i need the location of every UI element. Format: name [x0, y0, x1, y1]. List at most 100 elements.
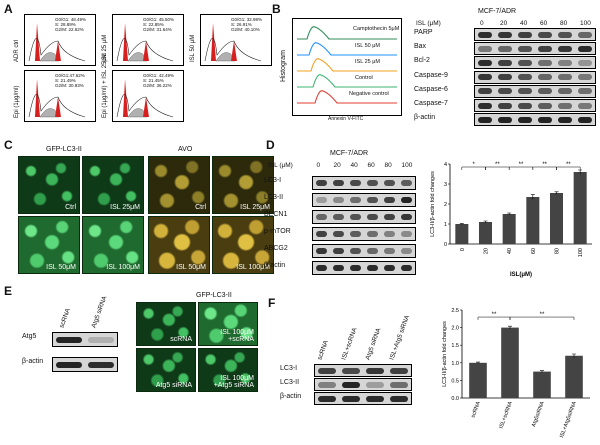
blot-band	[333, 214, 344, 220]
blot-band	[366, 395, 384, 402]
blot-band	[350, 248, 361, 254]
y-tick-label: 0.5	[451, 378, 459, 384]
cell-cycle-plot-label: ADR ctrl	[14, 39, 20, 62]
blot-b-lane-label: 80	[560, 20, 568, 27]
blot-band	[401, 231, 412, 237]
blot-band	[518, 88, 532, 95]
blot-band	[578, 74, 592, 81]
blot-band	[56, 336, 82, 343]
blot-d-row-label: β-actin	[264, 262, 286, 269]
avo-image-tile: Ctrl	[148, 156, 210, 214]
blot-band	[538, 45, 552, 52]
error-bar	[476, 361, 480, 364]
blot-f-lane-label: scRNA	[316, 339, 330, 361]
blot-band	[333, 248, 344, 254]
gfp-e-image-tile: scRNA	[136, 302, 196, 346]
error-bar	[459, 223, 464, 225]
blot-e-row-label: β-actin	[22, 358, 44, 365]
blot-b-lane-label: 20	[500, 20, 508, 27]
blot-band	[342, 395, 360, 402]
blot-band	[558, 59, 572, 66]
blot-band	[538, 31, 552, 38]
blot-band	[401, 265, 412, 271]
y-tick-label: 1	[444, 222, 447, 228]
blot-d-row	[312, 244, 416, 258]
significance-mark: **	[542, 162, 547, 168]
blot-band	[333, 180, 344, 186]
cell-cycle-plot-label: ISL 50 μM	[190, 34, 196, 62]
blot-band	[578, 116, 592, 123]
cell-cycle-plot-label: Epi (1μg/ml)	[14, 85, 20, 118]
blot-band	[498, 31, 512, 38]
blot-band	[316, 214, 327, 220]
blot-e-row	[52, 332, 118, 347]
cell-cycle-curve	[116, 79, 174, 118]
error-bar	[508, 325, 512, 330]
annexin-histogram-curves	[297, 26, 397, 104]
avo-image-label: Ctrl	[195, 204, 206, 211]
blot-d-row	[312, 261, 416, 275]
blot-b-row-label: Caspase-7	[414, 100, 448, 107]
blot-band	[390, 395, 408, 402]
chart-bar	[549, 193, 564, 244]
blot-d-lane-label: 20	[333, 162, 341, 169]
panel-letter-b: B	[272, 2, 281, 16]
blot-band	[518, 74, 532, 81]
blot-d-lane-label: 0	[316, 162, 321, 169]
blot-band	[558, 45, 572, 52]
blot-d-row-label: ABCG2	[264, 245, 288, 252]
cell-cycle-stats: G0/G1:47.62% S: 21.49% G2/M: 30.93%	[55, 73, 85, 89]
g0g1-value: G0/G1: 45.50%	[143, 17, 175, 22]
cell-cycle-stats: G0/G1: 42.49% S: 21.45% G2/M: 36.22%	[143, 73, 174, 89]
blot-band	[350, 197, 361, 203]
error-bar	[483, 220, 488, 223]
gfp-e-image-tile: ISL 100μM +scRNA	[198, 302, 258, 346]
blot-d-row-label: LC3-I	[264, 177, 282, 184]
chart-bar	[501, 327, 519, 398]
blot-d-treatment: ISL (μM)	[268, 162, 293, 169]
blot-band	[390, 367, 408, 374]
g2m-value: G2/M: 30.93%	[55, 83, 84, 89]
blot-band	[401, 197, 412, 203]
blot-band	[478, 59, 492, 66]
y-tick-label: 2	[444, 202, 447, 208]
avo-image-label: ISL 25μM	[240, 204, 270, 211]
blot-e-lane-label: scRNA	[58, 307, 72, 329]
blot-band	[367, 180, 378, 186]
blot-band	[538, 74, 552, 81]
gfp-image-tile: ISL 25μM	[82, 156, 144, 214]
g0g1-value: G0/G1: 32.98%	[231, 17, 263, 22]
gfp-image-tile: ISL 100μM	[82, 216, 144, 274]
y-tick-label: 0.0	[451, 396, 459, 402]
blot-band	[498, 88, 512, 95]
blot-e-lane-label: Atg5 siRNA	[90, 295, 109, 329]
blot-band	[518, 59, 532, 66]
blot-band	[384, 214, 395, 220]
blot-band	[316, 265, 327, 271]
y-tick-label: 4	[444, 162, 447, 168]
s-phase-value: S: 22.85%	[143, 22, 164, 28]
image-e-title: GFP-LC3-II	[196, 292, 232, 299]
blot-b-row	[474, 84, 596, 98]
blot-b-row-label: β-actin	[414, 114, 436, 122]
g0g1-value: G0/G1: 42.49%	[143, 73, 175, 78]
x-tick-label: 0	[460, 248, 466, 251]
blot-band	[498, 74, 512, 81]
blot-band	[518, 45, 532, 52]
significance-mark: **	[519, 162, 524, 168]
x-axis-label: ISL(μM)	[510, 272, 532, 278]
s-phase-value: S: 28.89%	[55, 22, 76, 28]
blot-d-row-label: LC3-II	[264, 194, 284, 201]
cell-cycle-stats: G0/G1: 32.98% S: 26.91% G2/M: 40.10%	[231, 17, 262, 33]
significance-mark: **	[492, 312, 497, 318]
blot-b-row-label: Caspase-9	[414, 71, 448, 79]
cell-cycle-curve	[116, 23, 174, 62]
legend-negative-control: Negative control	[349, 91, 389, 97]
blot-band	[350, 214, 361, 220]
blot-band	[478, 102, 492, 109]
blot-band	[384, 265, 395, 271]
blot-b-row	[474, 28, 596, 41]
blot-f-row	[314, 364, 412, 377]
cell-cycle-curve	[204, 23, 262, 62]
blot-band	[578, 31, 592, 38]
